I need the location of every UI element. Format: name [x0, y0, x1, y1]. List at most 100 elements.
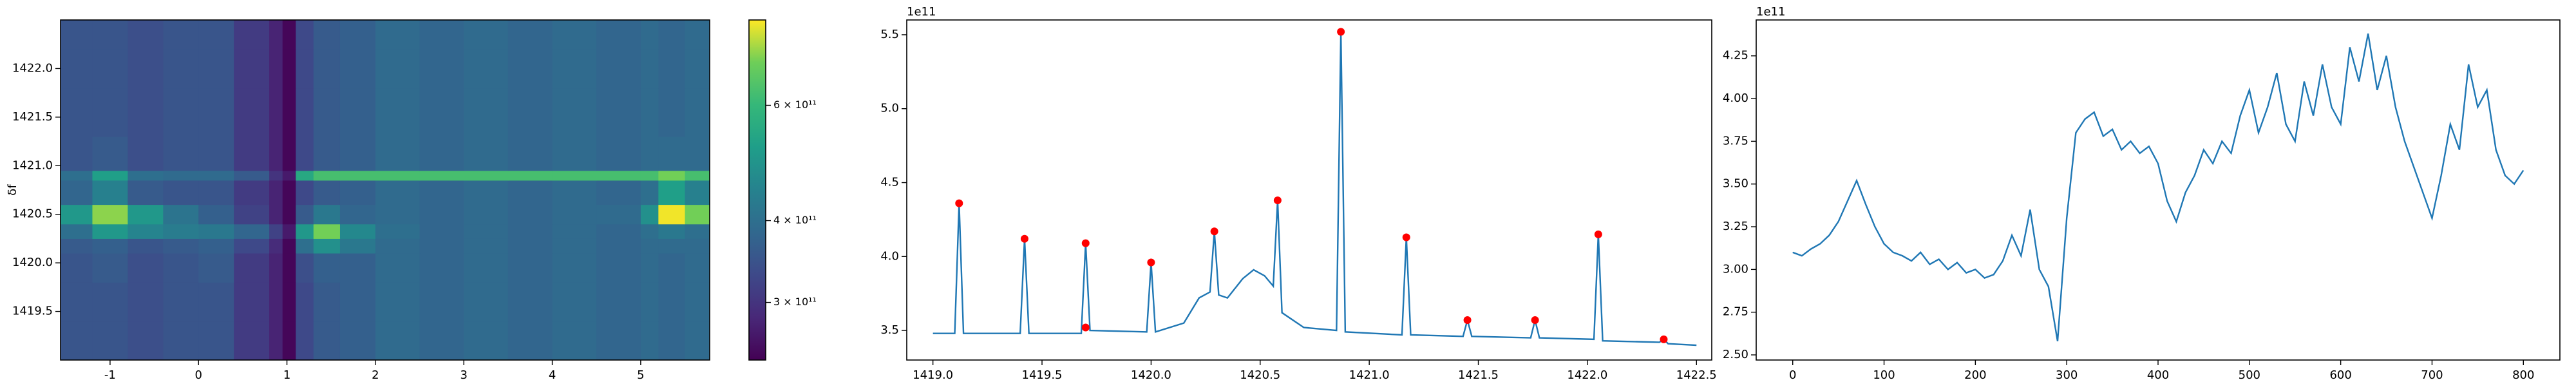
heatmap-cell	[464, 170, 509, 181]
axes-frame	[906, 19, 1712, 361]
heatmap-cell	[596, 223, 641, 239]
heatmap-cell	[552, 238, 597, 254]
x-tick-label: 100	[1873, 368, 1895, 382]
heatmap-cell	[313, 180, 341, 205]
heatmap-cell	[375, 321, 421, 361]
heatmap-cell	[375, 238, 421, 254]
heatmap-cell	[313, 223, 341, 239]
heatmap-cell	[282, 20, 296, 50]
heatmap-cell	[269, 238, 283, 254]
x-tick-label: -1	[104, 368, 116, 382]
heatmap-cell	[658, 223, 686, 239]
heatmap-cell	[658, 20, 686, 50]
heatmap-cell	[128, 238, 164, 254]
y-tick-label: 3.25	[1723, 220, 1748, 233]
heatmap-cell	[163, 170, 199, 181]
heatmap-cell	[92, 180, 128, 205]
heatmap-cell	[198, 223, 234, 239]
heatmap-cell	[296, 282, 314, 322]
heatmap-cell	[128, 49, 164, 89]
heatmap-cell	[596, 282, 641, 322]
heatmap-cell	[339, 180, 376, 205]
y-tick-label: 4.5	[880, 176, 899, 189]
x-tick-label: 800	[2512, 368, 2534, 382]
peak-marker	[1402, 233, 1410, 242]
heatmap-cell	[419, 180, 464, 205]
heatmap-cell	[685, 321, 710, 361]
heatmap-cell	[198, 282, 234, 322]
heatmap-cell	[552, 282, 597, 322]
x-tick-label: 1420.5	[1240, 368, 1280, 382]
heatmap-cell	[685, 180, 710, 205]
colorbar	[749, 20, 766, 360]
heatmap-cell	[596, 180, 641, 205]
heatmap-cell	[282, 49, 296, 89]
heatmap-cell	[163, 49, 199, 89]
x-tick-label: 400	[2147, 368, 2169, 382]
heatmap-cell	[128, 282, 164, 322]
heatmap-cell	[640, 20, 659, 50]
x-tick-label: 1419.0	[913, 368, 953, 382]
heatmap-cell	[92, 321, 128, 361]
heatmap-cell	[419, 49, 464, 89]
heatmap-cell	[198, 253, 234, 283]
heatmap-cell	[596, 88, 641, 137]
peak-marker	[1594, 230, 1602, 238]
colorbar-tick-label: 6 × 10¹¹	[773, 99, 817, 111]
heatmap-cell	[507, 282, 553, 322]
heatmap-cell	[596, 170, 641, 181]
heatmap-cell	[419, 20, 464, 50]
heatmap-cell	[596, 253, 641, 283]
x-tick-label: 300	[2056, 368, 2078, 382]
heatmap-cell	[163, 88, 199, 137]
x-tick-label: 200	[1964, 368, 1986, 382]
y-tick-label: 4.25	[1723, 49, 1748, 62]
heatmap-cell	[128, 137, 164, 171]
heatmap-cell	[269, 49, 283, 89]
heatmap-cell	[92, 282, 128, 322]
heatmap-cell	[658, 321, 686, 361]
heatmap-cell	[658, 88, 686, 137]
heatmap-cell	[198, 88, 234, 137]
peak-marker	[1081, 239, 1090, 247]
heatmap-cell	[596, 238, 641, 254]
colorbar-tick-label: 4 × 10¹¹	[773, 214, 817, 226]
heatmap-cell	[269, 137, 283, 171]
y-tick-label: 1421.0	[12, 158, 53, 172]
heatmap-cell	[163, 238, 199, 254]
heatmap-cell	[596, 137, 641, 171]
heatmap-cell	[128, 170, 164, 181]
heatmap-cell	[552, 204, 597, 225]
heatmap-cell	[163, 253, 199, 283]
heatmap-cell	[640, 180, 659, 205]
heatmap-cell	[313, 238, 341, 254]
heatmap-cell	[128, 223, 164, 239]
heatmap-cell	[339, 238, 376, 254]
heatmap-cell	[640, 170, 659, 181]
heatmap-cell	[313, 88, 341, 137]
heatmap-cell	[685, 238, 710, 254]
heatmap-cell	[269, 321, 283, 361]
x-tick-label: 5	[637, 368, 644, 382]
peak-marker	[1463, 316, 1472, 325]
heatmap-cell	[313, 253, 341, 283]
x-tick-label: 0	[195, 368, 202, 382]
heatmap-cell	[552, 88, 597, 137]
heatmap-cell	[685, 253, 710, 283]
y-axis-label: δf	[6, 184, 19, 196]
x-tick-label: 1420.0	[1131, 368, 1171, 382]
heatmap-cell	[339, 20, 376, 50]
y-tick-label: 4.00	[1723, 91, 1748, 105]
heatmap-cell	[198, 204, 234, 225]
heatmap-cell	[313, 170, 341, 181]
heatmap-cell	[640, 253, 659, 283]
heatmap-cell	[464, 204, 509, 225]
heatmap-cell	[640, 321, 659, 361]
heatmap-cell	[339, 321, 376, 361]
heatmap-cell	[419, 253, 464, 283]
heatmap-cell	[128, 204, 164, 225]
heatmap-cell	[61, 180, 93, 205]
heatmap-cell	[552, 49, 597, 89]
heatmap-cell	[552, 137, 597, 171]
x-tick-label: 1419.5	[1022, 368, 1063, 382]
